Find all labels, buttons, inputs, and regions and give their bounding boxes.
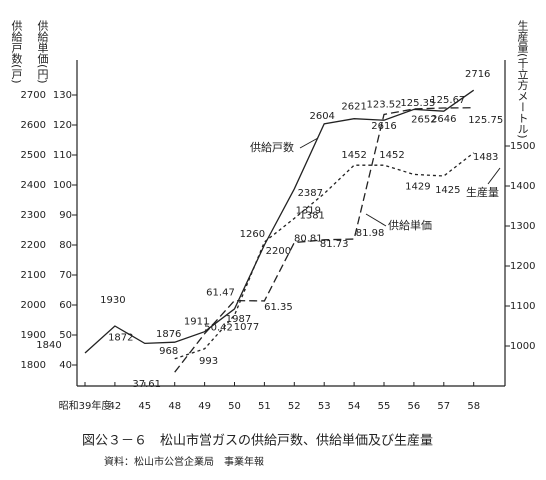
- data-label: 81.98: [356, 228, 385, 239]
- y-tick-label: 60: [59, 300, 72, 311]
- y-tick-label: 100: [53, 180, 72, 191]
- data-label: 50.42: [204, 323, 233, 334]
- y-tick-label: 130: [53, 90, 72, 101]
- data-label: 1260: [240, 229, 265, 240]
- y-axis-title: 供給戸数(戸): [10, 19, 23, 84]
- data-label: 2646: [431, 114, 456, 125]
- data-label: 1381: [299, 211, 324, 222]
- leader-line: [487, 167, 501, 185]
- y-tick-label: 50: [59, 330, 72, 341]
- y-tick-label: 2500: [21, 150, 46, 161]
- x-tick-label: 49: [198, 401, 211, 412]
- series-annotation: 生産量: [466, 185, 499, 199]
- data-label: 1911: [184, 317, 209, 328]
- data-label: 123.52: [367, 99, 402, 110]
- y-tick-label: 2300: [21, 210, 46, 221]
- data-label: 2716: [465, 69, 490, 80]
- data-label: 2616: [371, 121, 396, 132]
- y-tick-label: 1300: [510, 221, 535, 232]
- y-tick-label: 120: [53, 120, 72, 131]
- y-tick-label: 2100: [21, 270, 46, 281]
- x-tick-label: 50: [228, 401, 241, 412]
- x-tick-label: 昭和39年度: [59, 399, 112, 412]
- data-label: 1483: [473, 152, 498, 163]
- data-label: 1872: [108, 332, 133, 343]
- data-label: 1429: [405, 181, 430, 192]
- data-label: 2621: [341, 102, 366, 113]
- series-annotation: 供給単価: [388, 218, 432, 232]
- data-label: 80.81: [294, 234, 323, 245]
- leader-line: [299, 137, 319, 149]
- x-tick-label: 45: [138, 401, 151, 412]
- y-tick-label: 90: [59, 210, 72, 221]
- y-tick-label: 2700: [21, 90, 46, 101]
- data-label: 1876: [156, 329, 181, 340]
- y-tick-label: 1000: [510, 341, 535, 352]
- leader-line: [365, 213, 387, 227]
- x-tick-label: 42: [109, 401, 122, 412]
- y-tick-label: 2000: [21, 300, 46, 311]
- data-label: 1319: [296, 205, 321, 216]
- data-label: 1077: [234, 322, 259, 333]
- x-tick-label: 56: [408, 401, 421, 412]
- data-label: 1452: [379, 150, 404, 161]
- x-tick-label: 55: [378, 401, 391, 412]
- chart-subtitle: 資料：松山市公営企業局 事業年報: [104, 455, 264, 468]
- y-axis-title-price: 供給単価(円): [36, 19, 49, 84]
- data-label: 81.73: [320, 239, 349, 250]
- data-label: 1987: [226, 314, 251, 325]
- x-tick-label: 54: [348, 401, 361, 412]
- data-label: 125.75: [468, 115, 503, 126]
- series-line: [174, 107, 474, 373]
- y-tick-label: 1100: [510, 301, 535, 312]
- y-tick-label: 2400: [21, 180, 46, 191]
- data-label: 2604: [309, 111, 334, 122]
- y-tick-label: 1500: [510, 141, 535, 152]
- y-tick-label: 70: [59, 270, 72, 281]
- y-tick-label: 1400: [510, 181, 535, 192]
- x-tick-label: 48: [168, 401, 181, 412]
- data-label: 1425: [435, 185, 460, 196]
- series-line: [174, 152, 475, 360]
- y-tick-label: 1800: [21, 360, 46, 371]
- data-label: 1930: [100, 295, 125, 306]
- data-label: 2200: [266, 246, 291, 257]
- y-tick-label: 2200: [21, 240, 46, 251]
- data-label: 968: [159, 346, 178, 357]
- data-label: 2387: [298, 188, 323, 199]
- data-label: 125.35: [400, 98, 435, 109]
- x-tick-label: 57: [437, 401, 450, 412]
- data-label: 1840: [36, 340, 61, 351]
- series-line: [84, 89, 475, 354]
- x-tick-label: 53: [318, 401, 331, 412]
- y-tick-label: 80: [59, 240, 72, 251]
- data-label: 993: [199, 356, 218, 367]
- x-tick-label: 52: [288, 401, 301, 412]
- data-label: 125.67: [430, 95, 465, 106]
- data-label: 37.61: [132, 379, 161, 390]
- data-label: 1452: [341, 150, 366, 161]
- data-label: 2652: [411, 114, 436, 125]
- y-tick-label: 40: [59, 360, 72, 371]
- y-tick-label: 2600: [21, 120, 46, 131]
- y-tick-label: 110: [53, 150, 72, 161]
- data-label: 61.47: [206, 288, 235, 299]
- y-tick-label: 1200: [510, 261, 535, 272]
- x-tick-label: 58: [467, 401, 480, 412]
- y2-axis-title: 生産量(千立方メートル): [516, 19, 529, 139]
- x-tick-label: 51: [258, 401, 271, 412]
- data-label: 61.35: [264, 302, 293, 313]
- series-annotation: 供給戸数: [250, 140, 294, 154]
- y-tick-label: 1900: [21, 330, 46, 341]
- chart-title: 図公３－６ 松山市営ガスの供給戸数、供給単価及び生産量: [82, 433, 433, 449]
